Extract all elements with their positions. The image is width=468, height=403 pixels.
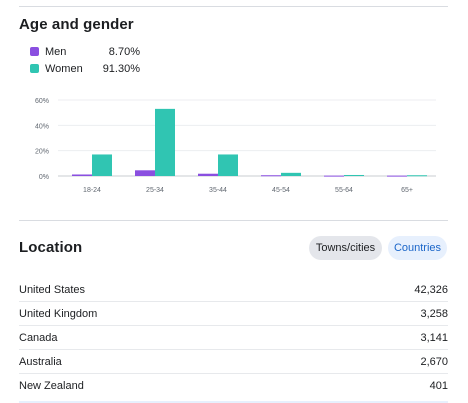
legend-label-men: Men <box>45 45 67 58</box>
women-bar-65+ <box>407 175 427 177</box>
location-name: Canada <box>19 331 58 344</box>
location-name: New Zealand <box>19 380 84 392</box>
men-bar-25-34 <box>135 170 155 176</box>
table-row: Canada 3,141 <box>19 326 448 350</box>
x-tick-label: 45-54 <box>272 187 290 194</box>
x-tick-label: 25-34 <box>146 187 164 194</box>
countries-tab[interactable]: Countries <box>388 236 447 260</box>
location-name: United States <box>19 283 86 296</box>
location-count: 2,670 <box>420 355 448 368</box>
age-gender-bar-chart: 0% 20% 40% 60% 18-24 25-34 35-44 45-54 55-64 65+ <box>35 98 436 194</box>
women-bar-25-34 <box>155 108 175 176</box>
x-tick-label: 65+ <box>401 187 413 194</box>
section-divider <box>19 220 448 221</box>
location-count: 42,326 <box>414 283 448 296</box>
men-bar-35-44 <box>198 173 218 176</box>
table-row: New Zealand 401 <box>19 374 448 398</box>
y-tick-label: 40% <box>35 123 49 130</box>
age-gender-title: Age and gender <box>19 16 134 33</box>
women-bar-35-44 <box>218 154 238 176</box>
bottom-divider <box>19 401 448 403</box>
location-count: 401 <box>429 380 448 392</box>
men-bar-65+ <box>387 175 407 177</box>
x-tick-label: 55-64 <box>335 187 353 194</box>
legend-item-women: Women 91.30% <box>30 60 140 77</box>
x-tick-label: 18-24 <box>83 187 101 194</box>
men-bar-55-64 <box>324 175 344 177</box>
women-bar-18-24 <box>92 154 112 176</box>
location-name: Australia <box>19 355 62 368</box>
legend-value-women: 91.30% <box>102 62 140 75</box>
women-swatch <box>30 64 39 73</box>
towns-cities-tab[interactable]: Towns/cities <box>309 236 382 260</box>
location-table: United States 42,326 United Kingdom 3,25… <box>19 278 448 398</box>
location-count: 3,141 <box>420 331 448 344</box>
y-tick-label: 60% <box>35 98 49 105</box>
location-count: 3,258 <box>420 307 448 320</box>
women-bar-45-54 <box>281 172 301 176</box>
men-bar-45-54 <box>261 175 281 177</box>
legend-item-men: Men 8.70% <box>30 43 140 60</box>
table-row: Australia 2,670 <box>19 350 448 374</box>
men-swatch <box>30 47 39 56</box>
table-row: United States 42,326 <box>19 278 448 302</box>
legend-label-women: Women <box>45 62 83 75</box>
x-tick-label: 35-44 <box>209 187 227 194</box>
location-title: Location <box>19 239 83 256</box>
location-name: United Kingdom <box>19 307 98 320</box>
gender-legend: Men 8.70% Women 91.30% <box>30 43 140 77</box>
top-divider <box>19 6 448 7</box>
table-row: United Kingdom 3,258 <box>19 302 448 326</box>
y-tick-label: 0% <box>39 174 49 181</box>
y-tick-label: 20% <box>35 149 49 156</box>
men-bar-18-24 <box>72 174 92 176</box>
women-bar-55-64 <box>344 174 364 176</box>
legend-value-men: 8.70% <box>108 45 140 58</box>
